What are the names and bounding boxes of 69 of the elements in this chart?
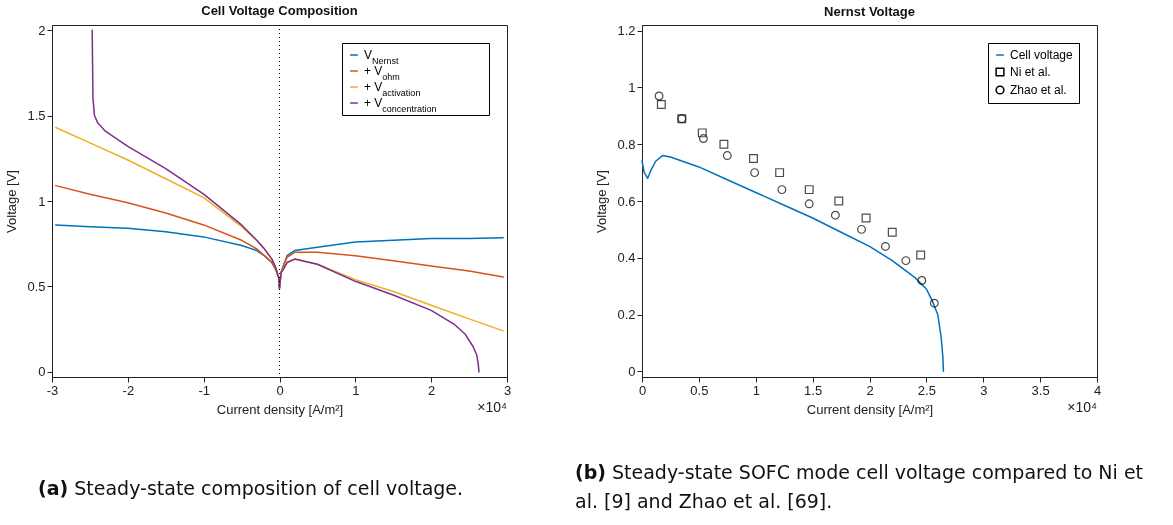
- legend-label: + V$_{activation}$: [364, 80, 421, 98]
- y-tick-label: 0.8: [617, 136, 636, 152]
- x-tick-label: 4: [1093, 382, 1102, 398]
- line-series: [641, 154, 945, 373]
- x-axis-title: Current density [A/m²]: [806, 401, 934, 417]
- point: [654, 91, 664, 101]
- point: [830, 210, 840, 220]
- point: [656, 100, 666, 109]
- y-tick-label: 0.5: [27, 278, 46, 294]
- chart-title: Cell Voltage Composition: [201, 3, 358, 19]
- y-tick-label: 0: [38, 364, 46, 380]
- point: [857, 224, 867, 234]
- point: [749, 153, 758, 163]
- point: [887, 227, 897, 237]
- point: [804, 185, 814, 195]
- legend-label: Zhao et al.: [1010, 83, 1067, 97]
- legend-label: V$_{Nernst}$: [364, 48, 400, 66]
- x-tick-label: 0.5: [690, 382, 709, 398]
- point: [777, 185, 787, 195]
- x-tick-label: -1: [198, 382, 210, 398]
- text: ×10⁴: [477, 399, 507, 415]
- y-tick-label: 0: [628, 363, 636, 379]
- text: (a) Steady-state composition of cell voltage.: [38, 477, 464, 499]
- point: [775, 168, 785, 178]
- x-tick-label: 1: [352, 382, 360, 398]
- x-tick-label: 1.5: [804, 382, 823, 398]
- legend-label: + V$_{concentration}$: [364, 96, 437, 114]
- point: [861, 213, 871, 223]
- point: [917, 276, 927, 285]
- x-tick-label: 2: [866, 382, 874, 398]
- y-tick-label: 0.6: [617, 193, 636, 209]
- point: [697, 128, 707, 138]
- x-tick-label: 3: [503, 382, 512, 398]
- y-axis-title: Voltage [V]: [594, 170, 610, 233]
- text: (b) Steady-state SOFC mode cell voltage compared to Ni et al. [9] and Zhao et al. [69].: [575, 460, 1145, 514]
- legend-label: Cell voltage: [1010, 48, 1074, 62]
- x-tick-label: 0: [638, 382, 647, 398]
- x-axis-title: Current density [A/m²]: [216, 401, 344, 417]
- x-tick-label: 3.5: [1031, 382, 1050, 398]
- y-tick-label: 1: [38, 193, 46, 209]
- y-tick-label: 2: [38, 22, 46, 38]
- y-tick-label: 1.2: [617, 23, 636, 39]
- x-tick-label: 1: [752, 382, 760, 398]
- line-series: [91, 29, 480, 373]
- point: [719, 139, 729, 149]
- y-tick-label: 1.5: [27, 108, 46, 124]
- text: ×10⁴: [1067, 399, 1097, 415]
- y-axis-title: Voltage [V]: [4, 170, 20, 233]
- y-tick-label: 1: [628, 79, 636, 95]
- point: [750, 168, 760, 178]
- point: [929, 298, 939, 308]
- y-tick-label: 0.2: [617, 307, 636, 323]
- point: [804, 199, 814, 209]
- point: [901, 256, 911, 266]
- point: [698, 134, 708, 144]
- x-tick-label: 3: [980, 382, 988, 398]
- chart-title: Nernst Voltage: [824, 3, 915, 19]
- point: [916, 250, 926, 260]
- x-tick-label: -2: [122, 382, 135, 398]
- legend-label: + V$_{ohm}$: [364, 64, 400, 82]
- y-tick-label: 0.4: [617, 250, 636, 266]
- x-tick-label: 2: [428, 382, 436, 398]
- x-tick-label: 2.5: [917, 382, 936, 398]
- legend-label: Ni et al.: [1010, 65, 1051, 79]
- x-tick-label: -3: [46, 382, 59, 398]
- x-tick-label: 0: [276, 382, 284, 398]
- point: [880, 241, 890, 251]
- point: [834, 196, 844, 206]
- point: [722, 151, 732, 161]
